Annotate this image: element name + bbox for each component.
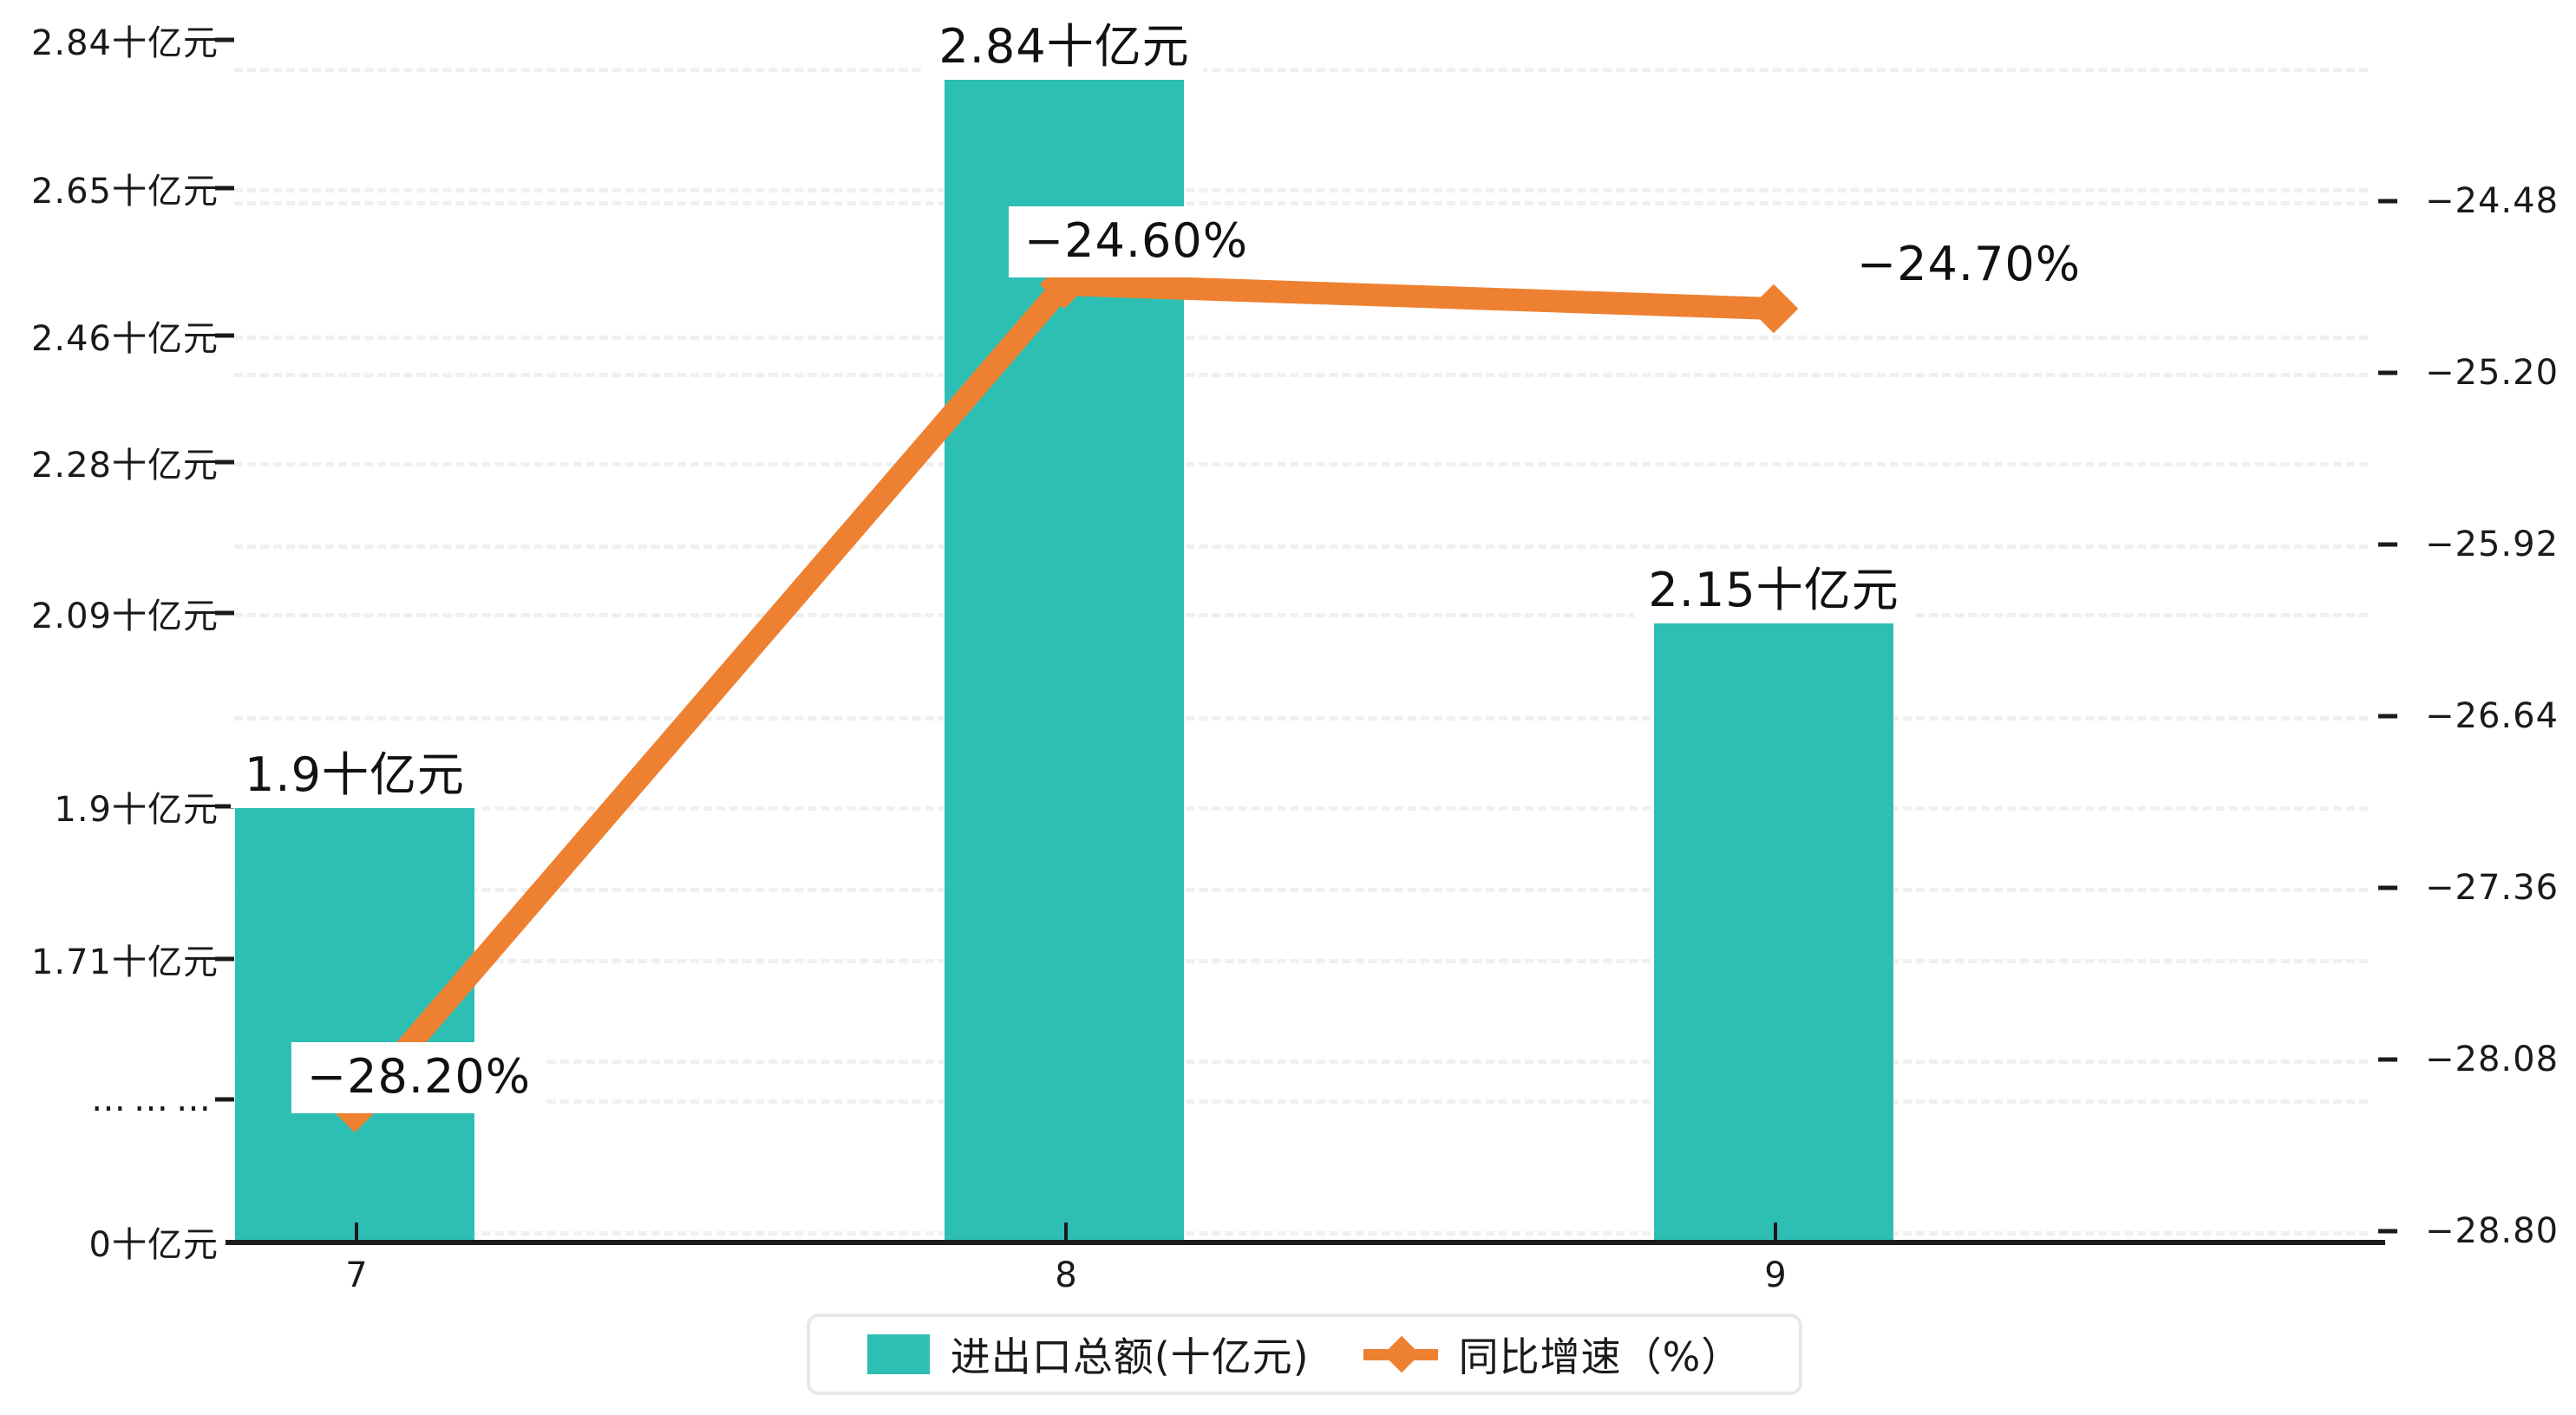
gridline bbox=[234, 959, 2368, 963]
gridline bbox=[234, 888, 2368, 892]
y-axis-right-tick-label: −27.36 bbox=[2425, 868, 2560, 908]
gridline bbox=[234, 1060, 2368, 1064]
gridline bbox=[234, 1231, 2368, 1236]
gridline bbox=[234, 68, 2368, 72]
legend-line-swatch-icon bbox=[1363, 1334, 1438, 1374]
y-axis-left-tick-mark bbox=[215, 610, 234, 616]
x-axis-tick-mark bbox=[355, 1223, 358, 1245]
gridline bbox=[234, 613, 2368, 617]
y-axis-left-tick-label: 2.09十亿元 bbox=[30, 597, 219, 636]
x-axis-tick-mark bbox=[1064, 1223, 1068, 1245]
y-axis-left-tick-mark bbox=[215, 460, 234, 465]
gridline bbox=[234, 373, 2368, 377]
x-axis-tick-label: 9 bbox=[1764, 1255, 1787, 1295]
y-axis-right-tick-mark bbox=[2378, 542, 2397, 547]
gridline bbox=[234, 188, 2368, 192]
legend-line-label: 同比增速（%） bbox=[1458, 1333, 1742, 1380]
legend-bar-label: 进出口总额(十亿元) bbox=[950, 1333, 1310, 1380]
legend-item-bar[interactable]: 进出口总额(十亿元) bbox=[866, 1326, 1310, 1383]
bar-value-label: 2.15十亿元 bbox=[1634, 559, 1913, 623]
y-axis-right-tick-label: −28.80 bbox=[2425, 1211, 2560, 1251]
chart-legend: 进出口总额(十亿元) 同比增速（%） bbox=[807, 1314, 1802, 1395]
gridline bbox=[234, 336, 2368, 340]
x-axis-tick-mark bbox=[1774, 1223, 1777, 1245]
x-axis-tick-label: 7 bbox=[345, 1255, 368, 1295]
bar-series-item[interactable] bbox=[1654, 609, 1893, 1240]
y-axis-left-tick-mark bbox=[215, 956, 234, 962]
y-axis-left-tick-mark bbox=[215, 1097, 234, 1102]
y-axis-right-tick-label: −28.08 bbox=[2425, 1040, 2560, 1079]
y-axis-left-tick-mark bbox=[215, 186, 234, 191]
y-axis-right-tick-label: −24.48 bbox=[2425, 181, 2560, 221]
y-axis-right-tick-mark bbox=[2378, 199, 2397, 204]
line-series-path[interactable] bbox=[346, 273, 1775, 1116]
y-axis-right-tick-mark bbox=[2378, 885, 2397, 890]
gridline bbox=[234, 544, 2368, 549]
y-axis-left-tick-label: 0十亿元 bbox=[88, 1225, 219, 1265]
legend-bar-swatch-icon bbox=[866, 1334, 930, 1374]
y-axis-left-tick-label: 2.84十亿元 bbox=[30, 23, 219, 63]
y-axis-right-tick-mark bbox=[2378, 714, 2397, 719]
y-axis-left-tick-mark bbox=[215, 804, 234, 809]
y-axis-left-tick-label: 2.28十亿元 bbox=[30, 446, 219, 486]
y-axis-left-tick-mark bbox=[215, 37, 234, 42]
y-axis-right-tick-mark bbox=[2378, 1057, 2397, 1062]
bar-value-label: 2.84十亿元 bbox=[925, 16, 1204, 80]
gridline bbox=[234, 806, 2368, 811]
y-axis-left-tick-label: 1.71十亿元 bbox=[30, 942, 219, 982]
line-value-label: −28.20% bbox=[291, 1042, 547, 1113]
y-axis-left-tick-mark bbox=[215, 333, 234, 338]
y-axis-left-tick-label: 2.65十亿元 bbox=[30, 172, 219, 212]
x-axis-line bbox=[226, 1240, 2385, 1245]
plot-area: 1.9十亿元 2.84十亿元 2.15十亿元 −28.20% −24.60% −… bbox=[226, 16, 2385, 1245]
line-series bbox=[330, 259, 1799, 1133]
x-axis-tick-label: 8 bbox=[1055, 1255, 1077, 1295]
line-value-label: −24.70% bbox=[1856, 237, 2082, 291]
line-series-markers[interactable] bbox=[330, 259, 1799, 1133]
y-axis-right-tick-mark bbox=[2378, 370, 2397, 375]
bar-value-label: 1.9十亿元 bbox=[231, 744, 479, 808]
gridline bbox=[234, 1099, 2368, 1104]
y-axis-right-tick-label: −25.92 bbox=[2425, 525, 2560, 564]
gridline bbox=[234, 201, 2368, 205]
y-axis-left-tick-label: 2.46十亿元 bbox=[30, 319, 219, 359]
gridline bbox=[234, 716, 2368, 721]
y-axis-left-tick-label: ……… bbox=[91, 1079, 219, 1119]
gridline bbox=[234, 462, 2368, 466]
y-axis-right-tick-label: −25.20 bbox=[2425, 353, 2560, 393]
line-value-label: −24.60% bbox=[1008, 206, 1265, 277]
y-axis-right-tick-label: −26.64 bbox=[2425, 696, 2560, 736]
y-axis-left-tick-label: 1.9十亿元 bbox=[54, 790, 219, 830]
legend-item-line[interactable]: 同比增速（%） bbox=[1363, 1326, 1742, 1383]
y-axis-right-tick-mark bbox=[2378, 1229, 2397, 1234]
